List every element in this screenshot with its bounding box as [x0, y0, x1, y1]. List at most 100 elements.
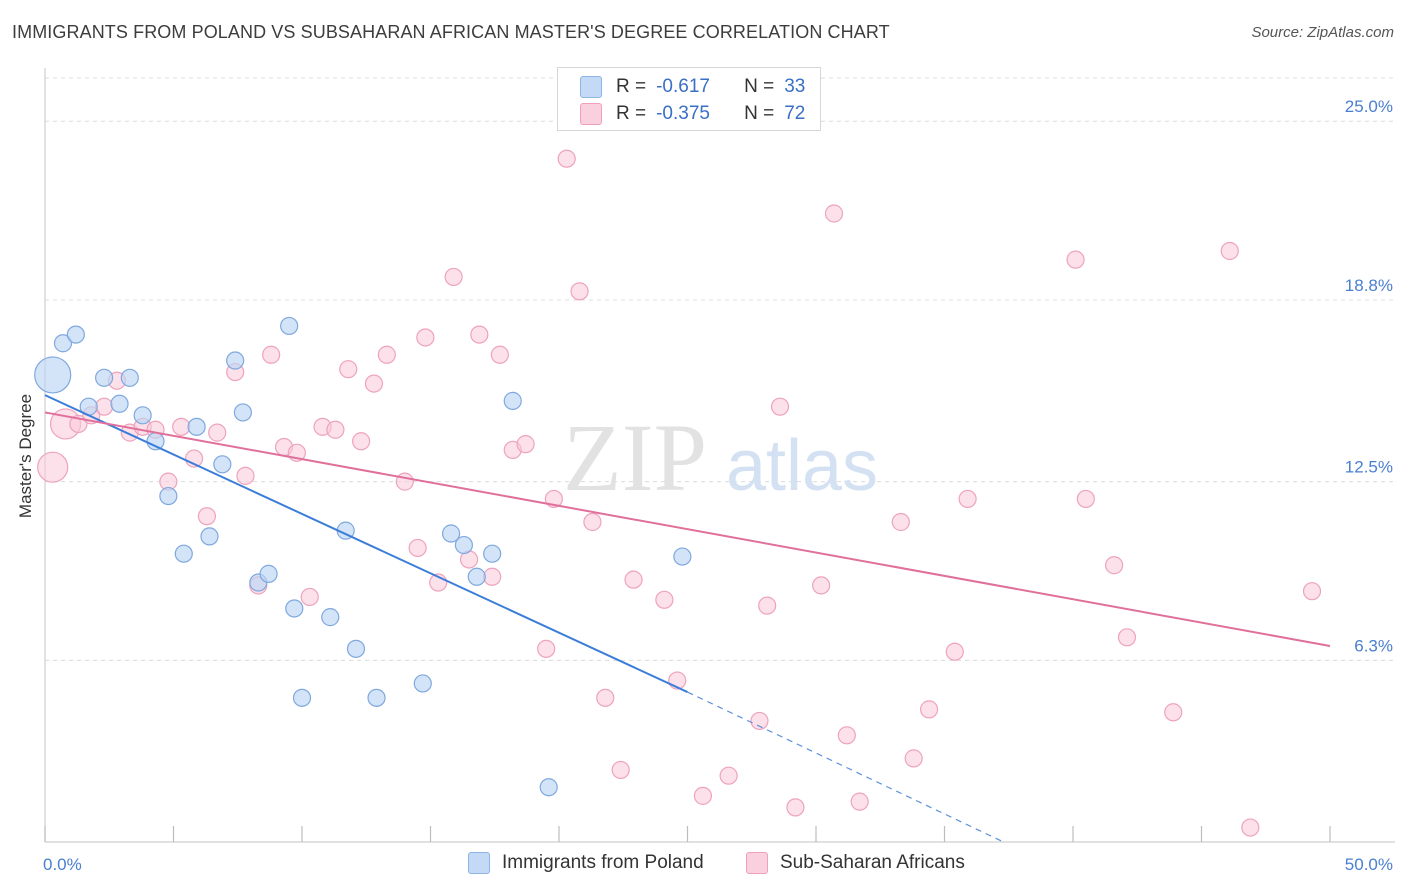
data-point-subsaharan — [483, 567, 502, 586]
data-point-subsaharan — [537, 639, 556, 658]
data-point-poland — [413, 674, 432, 693]
data-point-subsaharan — [516, 435, 535, 454]
trend-line-poland-extension — [687, 691, 1004, 843]
series-legend-label-subsaharan: Sub-Saharan Africans — [780, 852, 965, 873]
data-point-subsaharan — [958, 489, 977, 509]
watermark-zip: ZIP — [563, 404, 707, 511]
data-point-subsaharan — [444, 267, 463, 287]
data-point-subsaharan — [208, 423, 227, 442]
data-point-subsaharan — [1302, 582, 1322, 601]
y-tick-label: 6.3% — [1354, 636, 1393, 655]
legend-swatch-poland — [580, 76, 602, 98]
data-point-subsaharan — [408, 538, 427, 558]
data-point-subsaharan — [470, 325, 489, 344]
data-point-poland — [285, 599, 304, 618]
legend-r-value: -0.617 — [656, 76, 710, 97]
data-point-subsaharan — [352, 432, 371, 451]
data-point-subsaharan — [1241, 818, 1260, 837]
data-point-subsaharan — [1076, 489, 1095, 509]
x-tick-label: 50.0% — [1345, 855, 1393, 874]
data-point-subsaharan — [693, 786, 713, 805]
data-point-subsaharan — [945, 642, 964, 661]
data-point-poland — [321, 608, 340, 627]
data-point-poland — [110, 394, 129, 413]
data-point-subsaharan — [1066, 250, 1085, 269]
legend-n-value: 33 — [784, 76, 806, 97]
data-point-poland — [367, 688, 386, 707]
data-point-poland — [95, 368, 114, 387]
series-legend-swatch-poland — [468, 852, 490, 874]
data-point-subsaharan — [172, 417, 191, 436]
data-point-subsaharan — [719, 766, 738, 785]
data-point-poland — [503, 391, 522, 410]
data-point-poland — [213, 455, 232, 474]
data-point-poland — [226, 351, 245, 370]
data-point-poland — [120, 368, 139, 387]
data-point-poland — [133, 406, 152, 425]
data-point-subsaharan — [904, 749, 923, 768]
data-point-poland — [483, 544, 502, 563]
axes — [44, 68, 1395, 843]
data-point-subsaharan — [236, 466, 255, 485]
data-point-poland — [174, 544, 193, 563]
y-tick-label: 12.5% — [1345, 458, 1393, 477]
source-credit: Source: ZipAtlas.com — [1251, 24, 1394, 41]
trend-line-poland — [44, 394, 688, 693]
legend-r-label: R = — [616, 76, 647, 97]
data-point-subsaharan — [326, 420, 345, 439]
series-legend: Immigrants from Poland Sub-Saharan Afric… — [0, 852, 1406, 878]
series-legend-subsaharan: Sub-Saharan Africans — [746, 852, 965, 874]
data-point-subsaharan — [377, 345, 396, 364]
series-legend-swatch-subsaharan — [746, 852, 768, 874]
data-point-subsaharan — [300, 587, 319, 607]
y-tick-label: 18.8% — [1345, 276, 1393, 295]
data-point-poland — [233, 403, 252, 422]
data-point-subsaharan — [416, 328, 435, 347]
data-point-poland — [673, 547, 692, 566]
data-point-subsaharan — [490, 345, 509, 364]
data-point-subsaharan — [770, 397, 790, 416]
y-tick-label: 25.0% — [1345, 97, 1393, 116]
data-point-poland — [441, 524, 461, 543]
data-point-poland — [159, 486, 178, 506]
legend-row-subsaharan: R = -0.375 N = 72 — [580, 100, 805, 128]
data-point-poland — [34, 356, 72, 394]
data-point-subsaharan — [596, 688, 615, 707]
data-point-poland — [187, 417, 206, 436]
data-point-poland — [200, 527, 219, 546]
legend-r-value: -0.375 — [656, 103, 710, 124]
data-point-poland — [454, 535, 474, 555]
series-poland-points — [34, 316, 692, 797]
series-legend-poland: Immigrants from Poland — [468, 852, 704, 874]
tick-labels: 6.3% 12.5% 18.8% 25.0% 0.0% 50.0% — [43, 97, 1393, 874]
data-point-subsaharan — [1117, 628, 1137, 647]
legend-n-label: N = — [744, 76, 775, 97]
chart-title: IMMIGRANTS FROM POLAND VS SUBSAHARAN AFR… — [12, 22, 890, 42]
data-point-subsaharan — [557, 149, 576, 168]
data-point-subsaharan — [750, 711, 769, 731]
legend-r-label: R = — [616, 103, 647, 124]
trend-lines — [44, 394, 1331, 843]
data-point-poland — [467, 567, 486, 586]
data-point-subsaharan — [339, 360, 358, 379]
data-point-subsaharan — [262, 345, 281, 364]
data-point-poland — [66, 325, 85, 344]
data-point-poland — [280, 316, 299, 336]
legend-n-label: N = — [744, 103, 775, 124]
data-point-subsaharan — [1220, 241, 1239, 261]
correlation-legend: R = -0.617 N = 33 R = -0.375 N = 72 — [557, 67, 821, 131]
data-point-subsaharan — [824, 204, 844, 223]
data-point-subsaharan — [624, 570, 643, 589]
data-point-subsaharan — [786, 798, 805, 817]
data-point-subsaharan — [570, 282, 589, 301]
data-point-subsaharan — [37, 451, 69, 483]
data-point-poland — [292, 688, 312, 707]
data-point-subsaharan — [812, 576, 831, 595]
data-point-subsaharan — [837, 726, 856, 745]
data-point-poland — [539, 778, 558, 797]
series-legend-label-poland: Immigrants from Poland — [502, 852, 704, 873]
legend-row-poland: R = -0.617 N = 33 — [580, 73, 805, 101]
watermark: ZIP atlas — [563, 404, 878, 511]
data-point-subsaharan — [1105, 556, 1124, 575]
